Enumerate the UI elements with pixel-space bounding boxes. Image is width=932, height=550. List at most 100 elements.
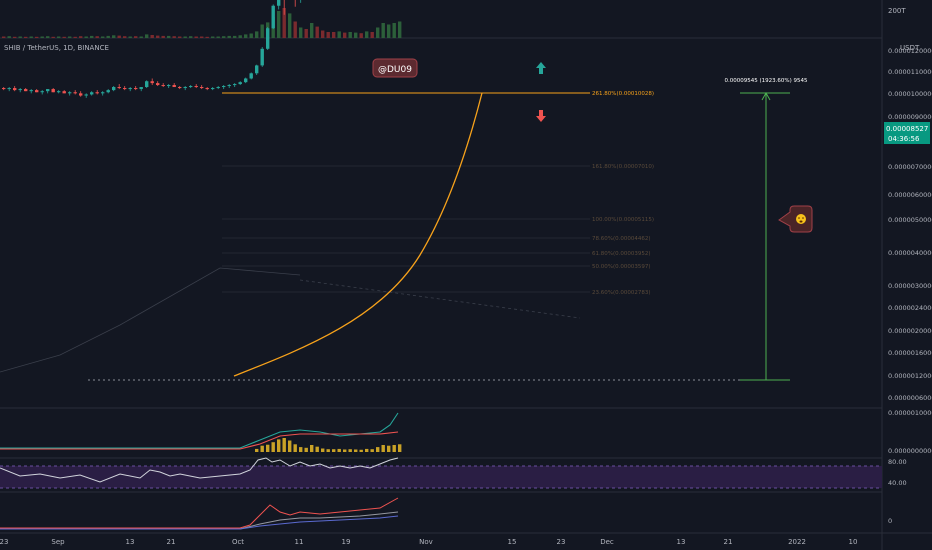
date-tick-label: 10 bbox=[849, 538, 858, 546]
candle-body bbox=[24, 89, 28, 92]
candle-body bbox=[7, 88, 11, 90]
date-tick-label: 2022 bbox=[788, 538, 806, 546]
price-countdown: 04:36:56 bbox=[888, 135, 920, 143]
date-tick-label: 19 bbox=[342, 538, 351, 546]
candle-body bbox=[29, 90, 33, 92]
candle-body bbox=[227, 85, 231, 87]
candle-body bbox=[189, 86, 193, 88]
volume-bar bbox=[310, 23, 314, 38]
date-tick-label: Dec bbox=[600, 538, 614, 546]
date-tick-label: 15 bbox=[508, 538, 517, 546]
candle-body bbox=[255, 65, 259, 74]
volume-bar bbox=[156, 35, 160, 38]
candle-body bbox=[112, 87, 116, 91]
indicator-tick-label: 40.00 bbox=[888, 479, 907, 487]
macd-hist-bar bbox=[376, 447, 380, 452]
price-tick-label: 0.0000060000 bbox=[888, 191, 932, 199]
volume-bar bbox=[381, 23, 385, 38]
volume-bar bbox=[123, 36, 127, 38]
volume-bar bbox=[332, 32, 336, 38]
price-tick-label: 0.0000120000 bbox=[888, 47, 932, 55]
price-tick-label: 0.0000024000 bbox=[888, 304, 932, 312]
volume-bar bbox=[183, 36, 187, 38]
candle-body bbox=[90, 92, 94, 95]
volume-bar bbox=[178, 36, 182, 38]
candle-body bbox=[51, 89, 55, 93]
trend-line bbox=[0, 267, 301, 373]
price-tick-label: 0.0000030000 bbox=[888, 282, 932, 290]
volume-bar bbox=[134, 36, 138, 38]
date-tick-label: Oct bbox=[232, 538, 244, 546]
volume-bar bbox=[128, 36, 132, 38]
macd-signal-line bbox=[0, 431, 399, 450]
volume-bar bbox=[194, 36, 198, 38]
emoji-face-icon bbox=[796, 214, 806, 224]
macd-hist-bar bbox=[343, 449, 347, 452]
volume-bar bbox=[260, 24, 264, 38]
candle-body bbox=[139, 87, 143, 90]
candle-body bbox=[79, 93, 83, 96]
volume-bar bbox=[139, 36, 143, 38]
volume-bar bbox=[7, 36, 11, 38]
volume-bars bbox=[2, 8, 402, 38]
macd-hist-bar bbox=[282, 438, 286, 452]
symbol-header: SHIB / TetherUS, 1D, BINANCE bbox=[4, 44, 109, 52]
candle-body bbox=[161, 85, 165, 87]
macd-hist-bar bbox=[293, 444, 297, 452]
rsi-band bbox=[0, 466, 882, 488]
macd-hist-bar bbox=[398, 444, 402, 452]
indicator-tick-label: 0 bbox=[888, 517, 892, 525]
current-price: 0.00008527 bbox=[886, 125, 928, 133]
volume-bar bbox=[117, 35, 121, 38]
volume-bar bbox=[90, 35, 94, 38]
candle-body bbox=[244, 78, 248, 83]
emoji-eye-icon bbox=[802, 217, 804, 219]
volume-bar bbox=[46, 36, 50, 38]
candle-body bbox=[249, 73, 253, 79]
candle-body bbox=[35, 90, 39, 93]
candle-body bbox=[178, 87, 182, 89]
candle-body bbox=[123, 88, 127, 90]
date-tick-label: 23 bbox=[557, 538, 566, 546]
volume-bar bbox=[57, 36, 61, 38]
macd-hist-bar bbox=[381, 445, 385, 452]
price-tick-label: 0.0000070000 bbox=[888, 163, 932, 171]
volume-bar bbox=[376, 27, 380, 38]
volume-bar bbox=[282, 8, 286, 38]
candle-body bbox=[62, 91, 66, 94]
candle-body bbox=[150, 81, 154, 84]
candle-body bbox=[106, 90, 110, 93]
volume-bar bbox=[211, 36, 215, 38]
fib-level-label: 50.00%(0.00003597) bbox=[592, 264, 651, 270]
volume-bar bbox=[227, 35, 231, 38]
price-tick-label: 0.0000012000 bbox=[888, 372, 932, 380]
volume-bar bbox=[359, 33, 363, 38]
candle-body bbox=[211, 88, 215, 90]
candle-body bbox=[271, 5, 275, 29]
date-tick-label: Sep bbox=[51, 538, 65, 546]
volume-bar bbox=[304, 29, 308, 38]
dmi-minus-line bbox=[0, 515, 399, 530]
fib-level-label: 61.80%(0.00003952) bbox=[592, 251, 651, 257]
volume-bar bbox=[2, 36, 6, 38]
volume-bar bbox=[392, 23, 396, 38]
measure-arrow-icon bbox=[761, 91, 771, 101]
candle-body bbox=[134, 88, 138, 90]
macd-hist-bar bbox=[326, 449, 330, 452]
candle-body bbox=[194, 86, 198, 88]
price-tick-label: 0.0000050000 bbox=[888, 216, 932, 224]
volume-bar bbox=[112, 35, 116, 38]
macd-hist-bar bbox=[260, 445, 264, 452]
date-tick-label: 21 bbox=[724, 538, 733, 546]
volume-bar bbox=[95, 36, 99, 38]
volume-bar bbox=[167, 35, 171, 38]
candle-body bbox=[57, 91, 61, 93]
macd-hist-bar bbox=[332, 449, 336, 452]
macd-hist-bar bbox=[277, 439, 281, 452]
price-tick-label: 0.0000020000 bbox=[888, 327, 932, 335]
volume-bar bbox=[387, 24, 391, 38]
macd-hist-bar bbox=[299, 447, 303, 452]
volume-bar bbox=[205, 36, 209, 38]
macd-hist-bar bbox=[370, 449, 374, 452]
